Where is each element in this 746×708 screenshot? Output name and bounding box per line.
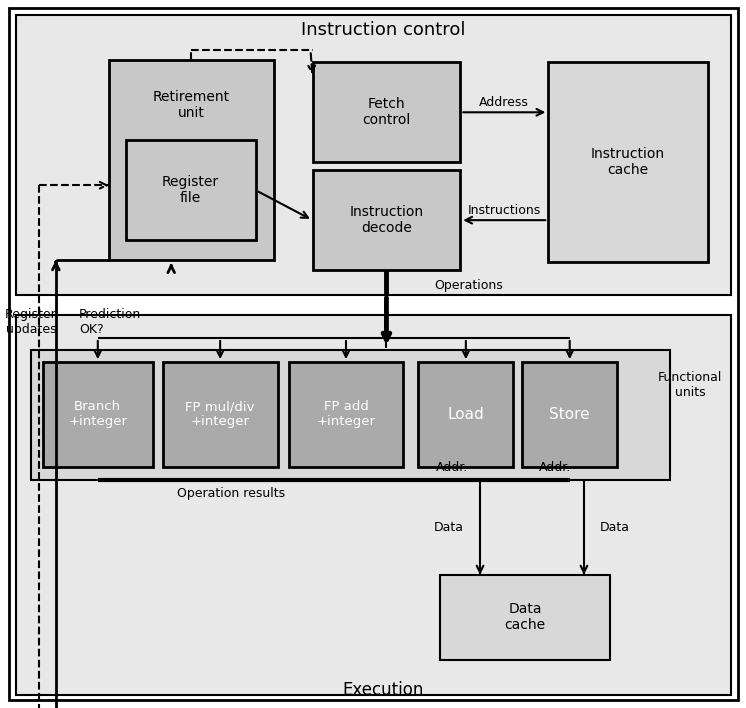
Text: Data: Data xyxy=(600,521,630,534)
Text: Instruction control: Instruction control xyxy=(301,21,466,40)
Bar xyxy=(43,362,153,467)
Bar xyxy=(419,362,513,467)
Bar xyxy=(109,60,274,260)
Text: Store: Store xyxy=(549,407,590,422)
Bar xyxy=(163,362,278,467)
Bar xyxy=(289,362,404,467)
Text: Instructions: Instructions xyxy=(468,204,541,217)
Text: Register
file: Register file xyxy=(162,175,219,205)
Text: Retirement
unit: Retirement unit xyxy=(153,90,230,120)
Text: Data
cache: Data cache xyxy=(505,602,546,632)
Bar xyxy=(548,62,708,262)
Text: Branch
+integer: Branch +integer xyxy=(69,401,128,428)
Bar xyxy=(16,16,731,295)
Text: Operations: Operations xyxy=(434,278,503,292)
Text: Addr.: Addr. xyxy=(539,462,571,474)
Bar xyxy=(522,362,617,467)
Text: Functional
units: Functional units xyxy=(658,371,722,399)
Bar xyxy=(313,170,460,270)
Bar xyxy=(16,315,731,695)
Text: FP mul/div
+integer: FP mul/div +integer xyxy=(186,401,255,428)
Text: Instruction
decode: Instruction decode xyxy=(349,205,424,235)
Text: Operation results: Operation results xyxy=(177,487,285,501)
Text: FP add
+integer: FP add +integer xyxy=(316,401,375,428)
Text: Fetch
control: Fetch control xyxy=(363,97,410,127)
Bar xyxy=(313,62,460,162)
Text: Register
updates: Register updates xyxy=(5,308,57,336)
Text: Data: Data xyxy=(434,521,464,534)
Text: Execution: Execution xyxy=(342,680,424,699)
Bar xyxy=(126,140,256,240)
Text: Load: Load xyxy=(448,407,484,422)
Bar xyxy=(31,350,670,480)
Bar xyxy=(440,575,610,660)
Text: Address: Address xyxy=(480,96,529,109)
Text: Instruction
cache: Instruction cache xyxy=(591,147,665,177)
Text: Addr.: Addr. xyxy=(436,462,468,474)
Text: Prediction
OK?: Prediction OK? xyxy=(79,308,141,336)
